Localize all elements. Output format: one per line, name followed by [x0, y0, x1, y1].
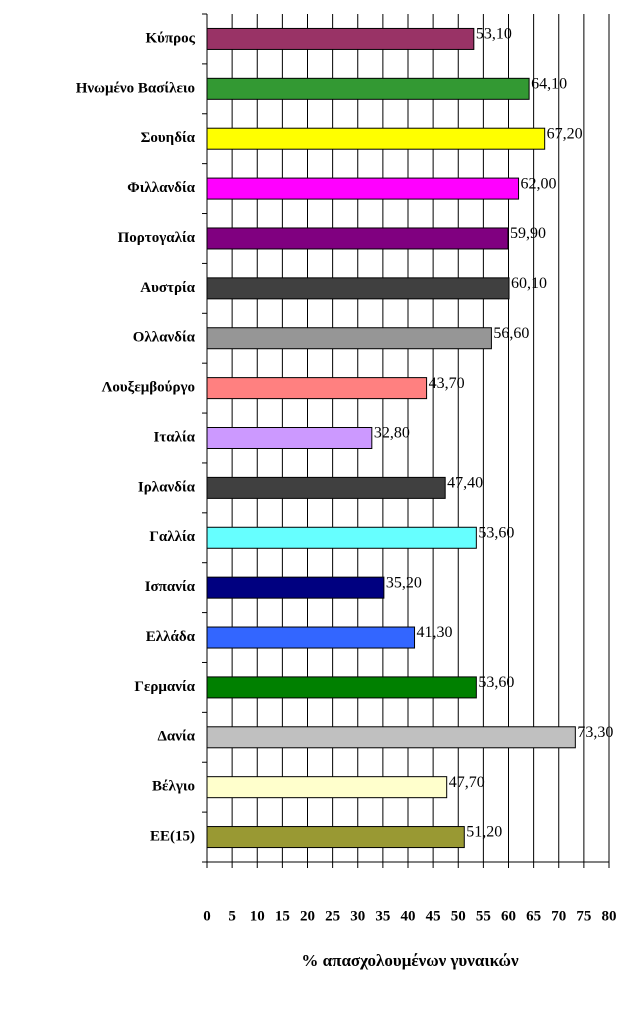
x-tick-label: 75 — [576, 908, 591, 924]
value-label: 53,10 — [476, 26, 512, 43]
y-tick-label: Γαλλία — [149, 529, 195, 545]
value-label: 32,80 — [374, 425, 410, 442]
y-tick-label: Ολλανδία — [133, 330, 196, 346]
value-label: 43,70 — [429, 375, 465, 392]
x-tick-label: 15 — [275, 908, 290, 924]
x-tick-label: 20 — [300, 908, 315, 924]
x-axis-title: % απασχολουμένων γυναικών — [301, 951, 519, 970]
y-tick-label: Πορτογαλία — [118, 230, 196, 246]
value-label: 56,60 — [493, 325, 529, 342]
x-tick-label: 30 — [350, 908, 365, 924]
bar — [206, 377, 428, 400]
x-tick-label: 80 — [602, 908, 617, 924]
value-label: 51,20 — [466, 824, 502, 841]
y-tick-label: Σουηδία — [141, 130, 196, 146]
x-tick-label: 0 — [203, 908, 211, 924]
y-tick-label: Κύπρος — [145, 30, 195, 46]
bar — [206, 77, 530, 100]
x-tick-label: 10 — [250, 908, 265, 924]
value-label: 35,20 — [386, 574, 422, 591]
value-label: 41,30 — [417, 624, 453, 641]
value-label: 62,00 — [521, 175, 557, 192]
bar — [206, 327, 492, 350]
bar — [206, 676, 477, 699]
bar — [206, 127, 546, 150]
y-tick-label: Φιλλανδία — [127, 180, 195, 196]
x-tick-label: 25 — [325, 908, 340, 924]
value-label: 59,90 — [510, 225, 546, 242]
y-tick-label: Ιρλανδία — [138, 479, 196, 495]
y-tick-label: Ηνωμένο Βασίλειο — [76, 80, 195, 96]
value-label: 53,60 — [478, 524, 514, 541]
x-tick-label: 45 — [426, 908, 441, 924]
x-tick-label: 60 — [501, 908, 516, 924]
value-label: 67,20 — [547, 125, 583, 142]
y-tick-label: Γερμανία — [134, 679, 195, 695]
y-tick-label: Ισπανία — [145, 579, 196, 595]
x-tick-label: 35 — [375, 908, 390, 924]
y-tick-label: Ελλάδα — [146, 629, 196, 645]
y-tick-label: Βέλγιο — [152, 779, 195, 795]
x-tick-label: 40 — [401, 908, 416, 924]
y-tick-label: Ιταλία — [153, 429, 195, 445]
bar — [206, 576, 385, 599]
bar — [206, 826, 465, 849]
value-label: 47,70 — [449, 774, 485, 791]
x-tick-label: 65 — [526, 908, 541, 924]
bar — [206, 776, 448, 799]
bar — [206, 476, 446, 499]
value-label: 64,10 — [531, 75, 567, 92]
y-tick-label: Δανία — [158, 729, 196, 745]
y-tick-label: ΕΕ(15) — [150, 828, 195, 844]
value-label: 73,30 — [577, 724, 613, 741]
x-tick-label: 50 — [451, 908, 466, 924]
x-tick-label: 70 — [551, 908, 566, 924]
bar — [206, 726, 576, 749]
bar — [206, 177, 520, 200]
y-tick-label: Αυστρία — [140, 280, 195, 296]
bar — [206, 227, 509, 250]
x-tick-label: 55 — [476, 908, 491, 924]
bar — [206, 427, 373, 449]
value-label: 47,40 — [447, 475, 483, 492]
bar — [206, 626, 416, 649]
y-tick-label: Λουξεμβούργο — [102, 380, 195, 396]
value-label: 53,60 — [478, 674, 514, 691]
bar — [206, 526, 477, 549]
value-label: 60,10 — [511, 275, 547, 292]
bar — [206, 27, 475, 50]
x-tick-label: 5 — [228, 908, 236, 924]
bar — [206, 277, 510, 300]
